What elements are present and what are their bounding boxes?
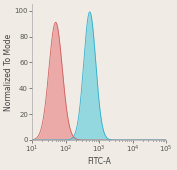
- X-axis label: FITC-A: FITC-A: [87, 157, 111, 166]
- Y-axis label: Normalized To Mode: Normalized To Mode: [4, 33, 13, 111]
